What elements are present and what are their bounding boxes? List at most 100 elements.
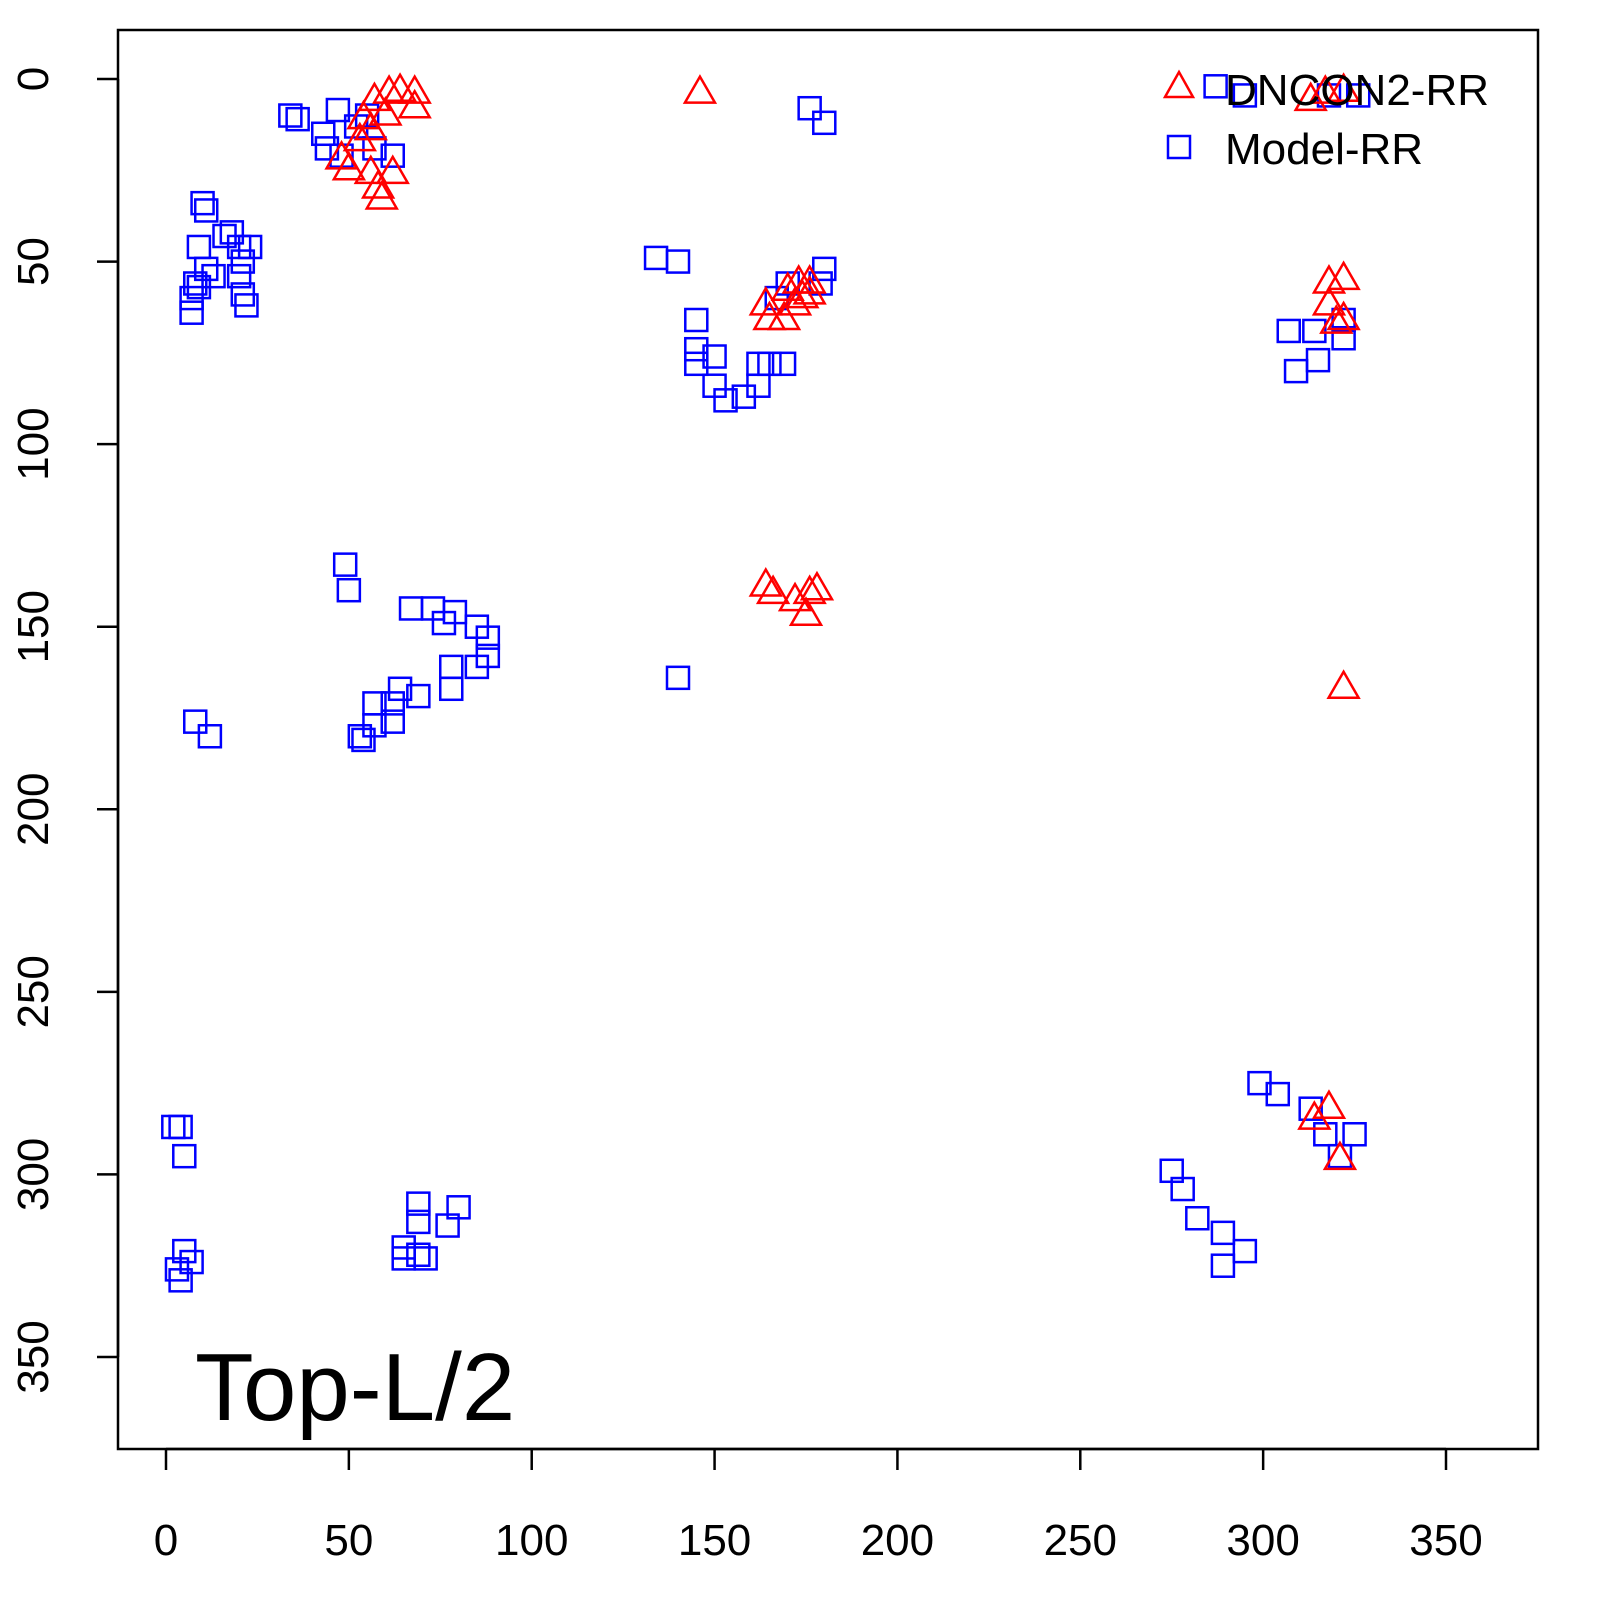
triangle-point-dncon2	[1326, 72, 1361, 103]
plot-frame	[116, 28, 1540, 1451]
square-point-model	[406, 1191, 431, 1216]
triangle-point-dncon2	[682, 74, 718, 104]
triangle-point-dncon2	[368, 96, 403, 126]
x-tick-label: 350	[1409, 1516, 1482, 1565]
square-point-model	[380, 691, 405, 716]
square-point-model	[234, 293, 259, 318]
legend-square-marker	[1166, 134, 1192, 160]
triangle-point-dncon2	[766, 300, 802, 331]
square-point-model	[332, 552, 358, 577]
square-point-model	[702, 344, 727, 369]
triangle-point-dncon2	[788, 596, 824, 627]
triangle-point-dncon2	[353, 110, 388, 141]
square-point-model	[797, 95, 822, 121]
legend-triangle-marker	[1162, 69, 1196, 99]
triangle-point-dncon2	[360, 169, 396, 199]
x-tick-label: 250	[1044, 1516, 1117, 1565]
square-point-model	[197, 724, 223, 749]
square-point-model	[351, 727, 376, 753]
square-point-model	[219, 220, 245, 245]
triangle-point-dncon2	[755, 574, 791, 605]
square-point-model	[1283, 358, 1309, 384]
triangle-point-dncon2	[799, 570, 835, 601]
y-tick-label: 250	[9, 955, 58, 1028]
square-point-model	[439, 676, 464, 702]
square-point-model	[285, 106, 310, 132]
triangle-point-dncon2	[752, 300, 787, 331]
square-point-model	[413, 1246, 438, 1271]
square-point-model	[161, 1114, 186, 1140]
triangle-point-dncon2	[397, 88, 432, 119]
y-tick-label: 0	[9, 67, 58, 91]
triangle-point-dncon2	[1319, 304, 1354, 334]
y-axis: 0 50 100 150 200 250 300 350	[9, 67, 120, 1394]
square-point-model	[278, 103, 303, 128]
triangle-point-dncon2	[1326, 260, 1361, 291]
x-tick-label: 200	[861, 1516, 934, 1565]
square-point-model	[336, 577, 362, 603]
triangle-point-dncon2	[748, 285, 783, 316]
square-point-model	[406, 1242, 431, 1268]
triangle-point-dncon2	[375, 154, 410, 185]
square-point-model	[475, 625, 501, 650]
square-point-model	[193, 198, 219, 223]
square-point-model	[771, 351, 797, 377]
x-tick-label: 150	[678, 1516, 751, 1565]
triangle-point-dncon2	[1311, 1089, 1347, 1119]
square-point-model	[1203, 74, 1228, 99]
square-point-model	[1305, 347, 1331, 373]
triangle-point-dncon2	[785, 278, 820, 309]
square-point-model	[311, 121, 336, 147]
square-point-model	[1185, 1205, 1210, 1231]
triangle-point-dncon2	[357, 81, 392, 112]
square-point-model	[380, 143, 405, 168]
square-point-model	[1345, 83, 1371, 108]
square-point-model	[179, 300, 204, 325]
legend-label-dncon2: DNCON2-RR	[1225, 66, 1489, 115]
square-point-model	[1210, 1253, 1236, 1278]
x-axis: 0 50 100 150 200 250 300 350	[154, 1447, 1483, 1565]
square-point-model	[1232, 1238, 1258, 1264]
square-point-model	[684, 307, 709, 333]
legend: DNCON2-RR Model-RR	[1162, 66, 1489, 174]
square-point-model	[1232, 83, 1258, 108]
square-point-model	[237, 234, 263, 260]
square-point-model	[168, 1114, 193, 1140]
square-point-model	[643, 245, 669, 271]
square-point-model	[190, 190, 215, 216]
square-point-model	[398, 596, 424, 621]
triangle-point-dncon2	[1308, 74, 1343, 104]
square-point-model	[230, 249, 256, 274]
square-point-model	[1265, 1081, 1291, 1107]
x-tick-label: 300	[1226, 1516, 1299, 1565]
triangle-point-dncon2	[777, 285, 813, 316]
square-point-model	[387, 676, 413, 702]
triangle-point-dncon2	[342, 121, 377, 152]
triangle-point-dncon2	[1311, 285, 1347, 316]
square-point-model	[380, 709, 405, 734]
square-point-model	[1276, 318, 1301, 344]
data-points	[161, 72, 1371, 1293]
y-tick-label: 150	[9, 590, 58, 663]
square-point-model	[1170, 1176, 1195, 1202]
square-point-model	[713, 388, 738, 413]
square-point-model	[665, 665, 691, 691]
square-point-model	[684, 351, 709, 377]
square-point-model	[1331, 326, 1356, 351]
triangle-point-dncon2	[397, 74, 432, 104]
triangle-point-dncon2	[1293, 81, 1328, 112]
square-point-model	[406, 1209, 431, 1235]
square-point-model	[1342, 1122, 1367, 1147]
triangle-point-dncon2	[1322, 1140, 1358, 1171]
square-point-model	[406, 683, 431, 709]
y-tick-label: 300	[9, 1138, 58, 1211]
square-point-model	[1302, 318, 1327, 344]
square-point-model	[183, 271, 208, 296]
square-point-model	[186, 234, 212, 260]
square-point-model	[186, 274, 212, 300]
y-tick-label: 200	[9, 773, 58, 846]
square-point-model	[183, 709, 208, 734]
triangle-point-dncon2	[748, 567, 783, 597]
square-point-model	[442, 599, 468, 625]
